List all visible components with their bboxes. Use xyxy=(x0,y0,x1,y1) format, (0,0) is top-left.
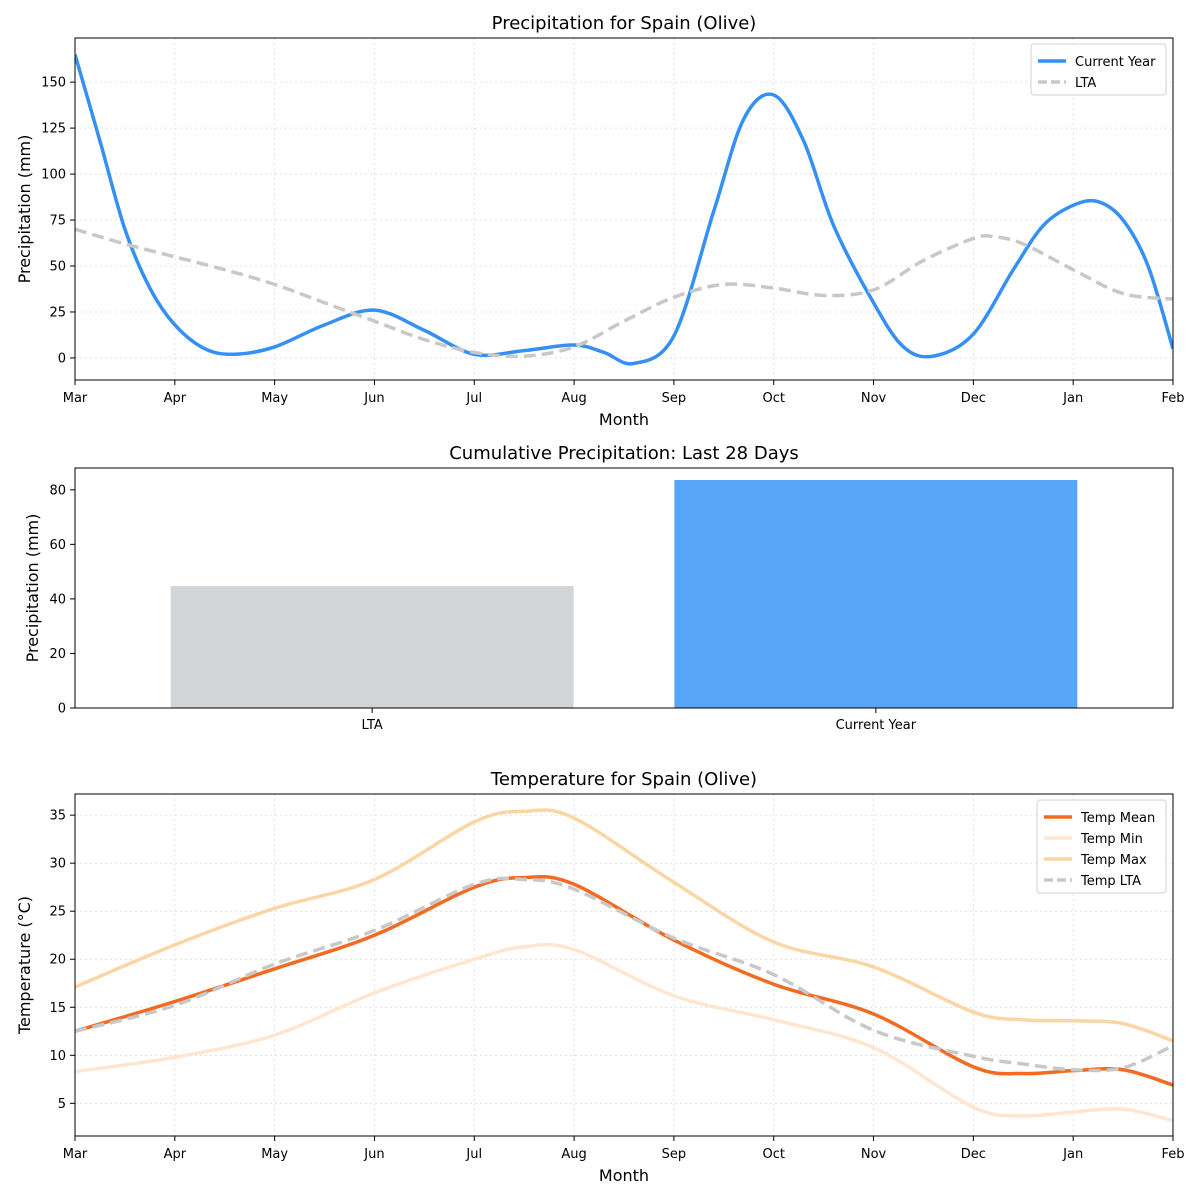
x-tick-label: Feb xyxy=(1161,391,1184,406)
y-tick-label: 20 xyxy=(49,647,66,662)
y-tick-label: 100 xyxy=(41,168,66,183)
series-line-temp-mean xyxy=(75,875,1173,1087)
y-tick-label: 75 xyxy=(49,214,66,229)
x-tick-label: Jun xyxy=(363,391,384,406)
series-line-temp-lta xyxy=(75,876,1173,1073)
y-axis-label: Precipitation (mm) xyxy=(23,514,42,663)
legend-label: Temp LTA xyxy=(1080,874,1141,889)
x-tick-label: Jul xyxy=(465,1147,482,1162)
y-tick-label: 25 xyxy=(49,905,66,920)
series-line-lta xyxy=(75,227,1173,359)
x-tick-label: Current Year xyxy=(836,718,917,733)
y-tick-label: 10 xyxy=(49,1049,66,1064)
y-tick-label: 15 xyxy=(49,1001,66,1016)
x-tick-label: Sep xyxy=(662,391,687,406)
x-tick-label: Apr xyxy=(164,391,187,406)
x-tick-label: Apr xyxy=(164,1147,187,1162)
y-tick-label: 0 xyxy=(58,351,66,366)
plot-frame xyxy=(74,793,1174,1137)
legend-box xyxy=(1036,799,1167,894)
x-tick-label: Mar xyxy=(63,1147,88,1162)
x-axis-label: Month xyxy=(599,410,649,429)
bar-current-year xyxy=(674,480,1078,708)
x-tick-label: Aug xyxy=(561,1147,586,1162)
y-tick-label: 20 xyxy=(49,953,66,968)
chart-title: Temperature for Spain (Olive) xyxy=(490,769,757,790)
legend-label: Current Year xyxy=(1075,55,1156,70)
x-tick-label: Dec xyxy=(961,1147,986,1162)
chart-2: LTA Current Year 0 20 40 60 80 Cumulative Preci… xyxy=(23,443,1174,733)
y-tick-label: 40 xyxy=(49,592,66,607)
series-line-current-year xyxy=(75,54,1173,366)
x-tick-label: Nov xyxy=(861,391,887,406)
y-tick-label: 60 xyxy=(49,538,66,553)
series-line-temp-max xyxy=(75,808,1173,1043)
chart-title: Precipitation for Spain (Olive) xyxy=(492,13,757,34)
bar-lta xyxy=(170,586,574,708)
x-tick-label: Oct xyxy=(762,1147,784,1162)
x-tick-label: Sep xyxy=(662,1147,687,1162)
y-tick-label: 50 xyxy=(49,260,66,275)
y-tick-label: 30 xyxy=(49,857,66,872)
x-tick-label: Dec xyxy=(961,391,986,406)
legend: Current Year LTA xyxy=(1030,43,1167,96)
plot-frame xyxy=(74,467,1174,709)
x-tick-label: LTA xyxy=(362,718,383,733)
chart-3: Mar Apr May Jun Jul Aug Sep Oct Nov Dec Jan Feb 5 10 1… xyxy=(15,769,1185,1185)
x-tick-label: Mar xyxy=(63,391,88,406)
y-tick-label: 125 xyxy=(41,122,66,137)
chart-1: Mar Apr May Jun Jul Aug Sep Oct Nov Dec Jan Feb 0 25 5… xyxy=(15,13,1185,429)
legend-label: Temp Max xyxy=(1080,853,1147,868)
y-tick-label: 5 xyxy=(58,1097,66,1112)
y-tick-label: 80 xyxy=(49,483,66,498)
x-tick-label: May xyxy=(261,391,288,406)
y-tick-label: 25 xyxy=(49,305,66,320)
y-tick-label: 35 xyxy=(49,809,66,824)
y-axis-label: Temperature (°C) xyxy=(15,896,34,1035)
x-tick-label: May xyxy=(261,1147,288,1162)
legend-label: LTA xyxy=(1075,76,1096,91)
x-tick-label: Feb xyxy=(1161,1147,1184,1162)
x-tick-label: Jun xyxy=(363,1147,384,1162)
chart-title: Cumulative Precipitation: Last 28 Days xyxy=(449,443,799,464)
x-tick-label: Jul xyxy=(465,391,482,406)
x-tick-label: Nov xyxy=(861,1147,887,1162)
y-tick-label: 150 xyxy=(41,76,66,91)
legend-label: Temp Min xyxy=(1080,832,1143,847)
series-line-temp-min xyxy=(75,942,1173,1123)
y-tick-label: 0 xyxy=(58,702,66,717)
x-tick-label: Jan xyxy=(1062,391,1083,406)
legend-label: Temp Mean xyxy=(1080,811,1155,826)
plot-frame xyxy=(74,37,1174,381)
x-axis-label: Month xyxy=(599,1166,649,1185)
x-tick-label: Jan xyxy=(1062,1147,1083,1162)
legend: Temp Mean Temp Min Temp Max Temp LTA xyxy=(1036,799,1167,894)
x-tick-label: Oct xyxy=(762,391,784,406)
y-axis-label: Precipitation (mm) xyxy=(15,135,34,284)
x-tick-label: Aug xyxy=(561,391,586,406)
